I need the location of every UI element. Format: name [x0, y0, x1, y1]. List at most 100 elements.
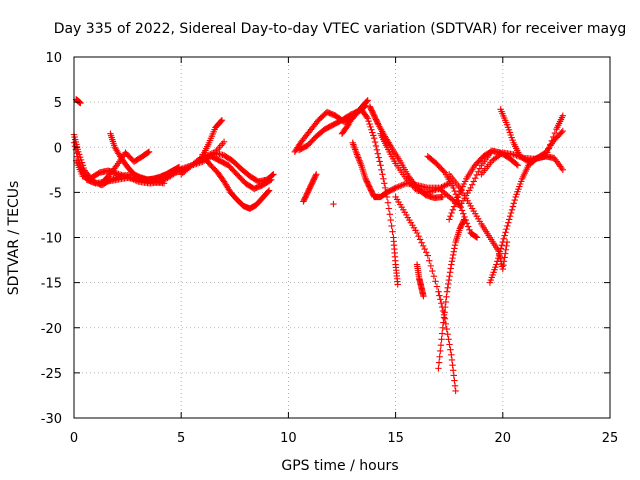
data-point — [499, 265, 506, 273]
data-point — [506, 213, 514, 220]
y-tick-label: -30 — [41, 412, 62, 427]
data-point — [433, 283, 441, 290]
data-point — [269, 171, 276, 179]
data-point — [389, 228, 396, 235]
data-point — [436, 292, 443, 299]
data-point — [437, 347, 444, 355]
data-point — [502, 250, 509, 257]
y-tick-label: -10 — [41, 232, 62, 247]
data-point — [380, 175, 387, 183]
data-point — [426, 257, 433, 264]
data-point — [450, 372, 457, 379]
data-point — [442, 298, 450, 306]
data-point — [468, 181, 476, 188]
data-point — [544, 149, 551, 156]
x-tick-label: 15 — [387, 431, 404, 446]
data-point — [365, 118, 372, 125]
data-point — [509, 203, 517, 210]
data-point — [264, 188, 272, 195]
data-point — [447, 213, 454, 220]
data-point — [503, 242, 510, 250]
data-point — [374, 150, 382, 157]
data-point — [372, 142, 380, 150]
data-point — [559, 112, 567, 119]
data-point — [373, 146, 381, 154]
data-point — [400, 181, 407, 188]
data-point — [513, 161, 520, 168]
series-arc-z — [478, 112, 567, 178]
data-point — [451, 245, 458, 252]
data-point — [393, 184, 401, 191]
data-point — [386, 211, 393, 218]
series-arc-q — [377, 130, 453, 196]
y-tick-label: 10 — [45, 51, 62, 66]
x-tick-label: 10 — [280, 431, 297, 446]
data-point — [313, 171, 320, 178]
data-point — [76, 153, 84, 161]
series-arc-n — [338, 106, 401, 288]
data-point — [270, 171, 277, 178]
data-point — [353, 151, 361, 158]
data-point — [268, 176, 275, 183]
data-point — [495, 254, 502, 262]
data-point — [467, 184, 474, 192]
data-point — [449, 206, 457, 213]
data-point — [446, 272, 453, 280]
data-point — [441, 309, 448, 316]
data-point — [451, 187, 458, 195]
data-point — [550, 133, 557, 141]
data-point — [445, 276, 453, 284]
data-point — [460, 217, 467, 224]
series-arc-l — [300, 171, 320, 205]
data-point — [370, 132, 377, 139]
series-arc-h — [199, 151, 273, 212]
data-point — [388, 222, 395, 230]
data-point — [447, 265, 454, 272]
series-arc-s — [413, 261, 427, 300]
y-tick-label: 5 — [54, 96, 62, 111]
data-point — [175, 163, 183, 171]
series-arc-m — [330, 200, 337, 208]
data-point — [429, 267, 436, 275]
y-tick-label: -25 — [41, 367, 62, 382]
data-point — [355, 154, 362, 161]
data-point — [466, 226, 473, 233]
x-tick-label: 0 — [70, 431, 78, 446]
data-point — [355, 155, 363, 163]
data-point — [78, 159, 86, 166]
data-point — [442, 181, 450, 189]
data-point — [444, 284, 451, 291]
data-point — [357, 160, 364, 167]
data-point — [379, 171, 386, 178]
x-axis-label: GPS time / hours — [281, 458, 398, 474]
data-point — [220, 138, 228, 146]
data-point — [366, 120, 373, 128]
data-point — [504, 222, 511, 230]
data-point — [395, 183, 402, 190]
data-point — [354, 152, 361, 160]
data-point — [415, 233, 422, 240]
data-point — [476, 165, 484, 172]
data-point — [439, 324, 446, 331]
data-point — [456, 200, 463, 208]
series-arc-r — [392, 193, 459, 395]
data-point — [370, 135, 378, 142]
data-point — [427, 262, 435, 270]
data-point — [501, 254, 508, 261]
data-point — [446, 341, 453, 348]
data-point — [551, 129, 559, 137]
data-point — [374, 120, 382, 127]
data-point — [430, 272, 438, 280]
data-points — [70, 96, 567, 395]
data-point — [507, 209, 515, 217]
data-point — [440, 168, 447, 175]
data-point — [398, 182, 405, 189]
data-point — [378, 166, 385, 174]
series-arc-i — [208, 153, 275, 192]
data-point — [495, 251, 503, 259]
data-point — [444, 330, 451, 338]
data-point — [461, 216, 468, 223]
data-point — [369, 129, 376, 136]
data-point — [511, 196, 518, 204]
